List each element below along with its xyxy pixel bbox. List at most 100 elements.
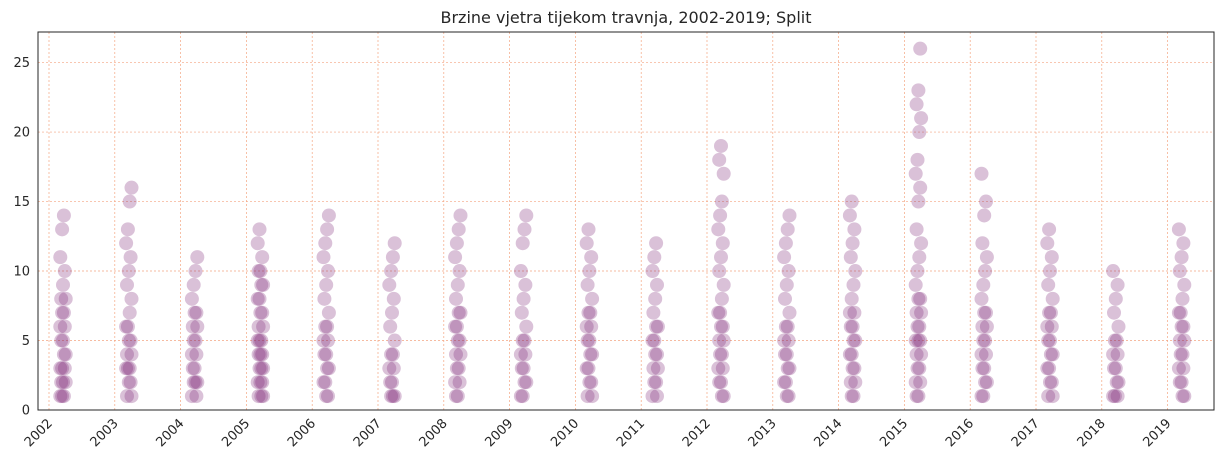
data-point [453, 347, 468, 362]
data-point [778, 291, 792, 306]
data-point [913, 41, 928, 56]
data-point [910, 361, 925, 376]
data-point [716, 333, 731, 348]
data-point [913, 375, 928, 390]
data-point [120, 222, 135, 237]
data-point [451, 361, 466, 376]
data-point [777, 375, 792, 390]
data-point [1108, 361, 1123, 376]
data-point [582, 375, 597, 390]
data-point [513, 389, 528, 404]
data-point [847, 305, 862, 320]
data-point [711, 305, 726, 320]
data-point [384, 389, 399, 404]
data-point [1174, 250, 1189, 265]
data-point [123, 250, 138, 265]
data-point [647, 250, 662, 265]
data-point [912, 319, 927, 334]
x-tick-label: 2005 [219, 416, 253, 450]
x-tick-label: 2008 [417, 416, 451, 450]
data-point [912, 250, 927, 265]
data-point [778, 347, 792, 362]
data-point [778, 236, 793, 251]
data-point [1040, 361, 1055, 376]
data-point [845, 361, 860, 376]
data-point [256, 277, 271, 292]
data-point [185, 319, 200, 334]
data-point [975, 236, 990, 251]
data-point [1045, 291, 1060, 306]
data-point [453, 305, 468, 320]
data-point [978, 264, 993, 279]
data-point [1040, 319, 1055, 334]
data-point [448, 250, 463, 265]
chart-title: Brzine vjetra tijekom travnja, 2002-2019… [441, 8, 812, 27]
data-point [53, 361, 68, 376]
data-point [255, 347, 270, 362]
data-point [56, 333, 70, 348]
data-point [1041, 277, 1056, 292]
data-point [646, 361, 661, 376]
data-point [1171, 305, 1186, 320]
data-point [452, 375, 467, 390]
data-point [912, 125, 927, 140]
data-point [713, 305, 728, 320]
data-point [513, 347, 528, 362]
x-tick-label: 2016 [943, 416, 977, 450]
data-point [386, 291, 401, 306]
data-point [1177, 277, 1192, 292]
data-point [319, 389, 334, 404]
data-point [1044, 375, 1059, 390]
data-point [123, 333, 138, 348]
data-point [124, 291, 139, 306]
x-tick-label: 2007 [351, 416, 385, 450]
data-point [712, 264, 727, 279]
data-point [976, 389, 991, 404]
data-point [844, 194, 859, 209]
data-point [186, 277, 201, 292]
y-axis: 0 5 10 15 20 25 [13, 56, 30, 418]
data-point [650, 389, 664, 404]
data-point [645, 333, 660, 348]
data-point [122, 305, 137, 320]
data-point [387, 236, 402, 251]
data-point [977, 361, 992, 376]
data-point [1111, 375, 1126, 390]
data-point [650, 347, 664, 362]
data-point [714, 375, 728, 390]
data-point [53, 319, 68, 334]
x-tick-label: 2004 [153, 416, 187, 450]
data-point [53, 389, 68, 404]
data-point [976, 333, 991, 348]
data-point [449, 347, 463, 362]
y-tick-label: 25 [13, 56, 30, 71]
data-point [1043, 347, 1058, 362]
data-point [54, 291, 69, 306]
y-tick-label: 10 [13, 265, 30, 280]
data-point [974, 389, 989, 404]
data-point [1173, 347, 1188, 362]
data-point [255, 305, 270, 320]
data-point [977, 305, 992, 320]
data-point [579, 319, 594, 334]
data-point [979, 250, 994, 265]
data-point [712, 375, 727, 390]
data-point [450, 389, 465, 404]
x-tick-label: 2017 [1009, 416, 1043, 450]
data-point [1111, 319, 1126, 334]
data-point [846, 389, 861, 404]
data-point [1107, 333, 1122, 348]
data-point [119, 361, 134, 376]
data-point [58, 347, 73, 362]
data-point [910, 152, 925, 167]
data-point [977, 208, 992, 223]
data-point [251, 264, 266, 279]
x-tick-label: 2013 [746, 416, 780, 450]
data-point [383, 319, 398, 334]
data-point [55, 305, 70, 320]
data-point [780, 319, 795, 334]
data-point [974, 166, 989, 181]
data-point [449, 319, 464, 334]
data-point [914, 347, 929, 362]
data-point [184, 291, 199, 306]
